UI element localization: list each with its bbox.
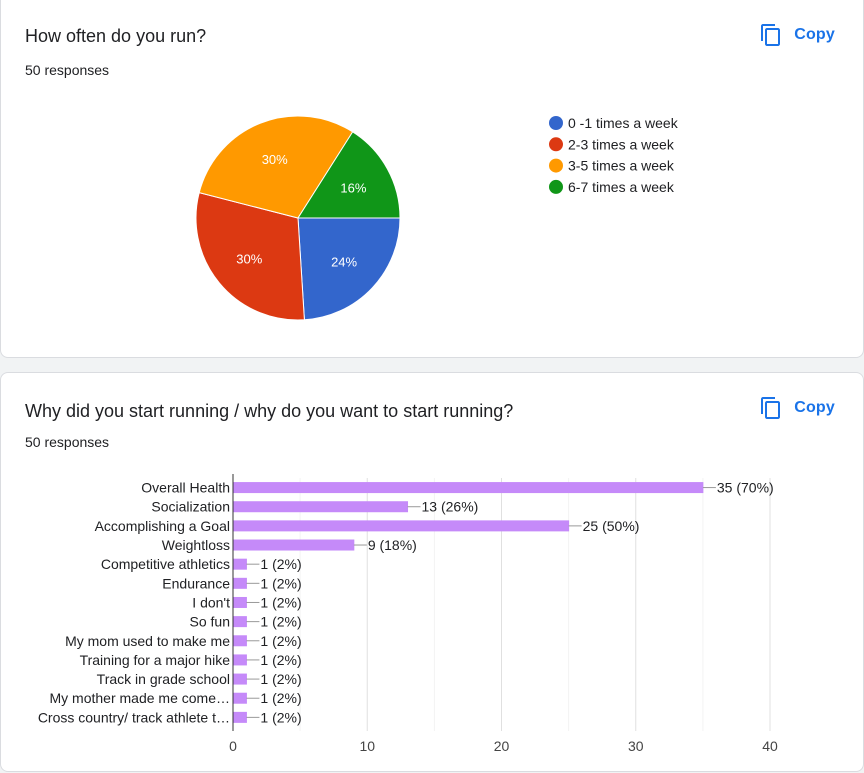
question-card-reasons: Why did you start running / why do you w… [0,372,864,772]
category-label: Endurance [162,575,230,591]
value-label: 1 (2%) [260,556,301,572]
question-card-run-frequency: How often do you run? 50 responses Copy … [0,0,864,358]
x-tick-label: 20 [494,738,510,754]
bar-12 [233,711,247,723]
bar-7 [233,616,247,628]
category-label: Track in grade school [97,671,230,687]
legend-entry: 2-3 times a week [568,136,675,152]
pie-chart: 24% 30% 30% 16% 0 -1 times a week 2-3 times a… [195,115,679,321]
category-label: My mom used to make me [65,633,230,649]
category-label: Competitive athletics [101,556,230,572]
legend-entry: 6-7 times a week [568,179,675,195]
value-label: 35 (70%) [717,480,774,496]
bar-8 [233,635,247,647]
pie-slice-label: 30% [236,251,262,266]
bar-2 [233,520,570,532]
response-count: 50 responses [25,62,110,78]
pie-slice-0 [297,217,401,321]
category-label: I don't [192,594,230,610]
value-label: 1 (2%) [260,671,301,687]
pie-slice-3 [297,131,401,219]
pie-slice-label: 24% [331,254,357,269]
category-label: My mother made me come… [50,690,231,706]
copy-label: Copy [794,26,835,43]
bar-5 [233,577,247,589]
x-tick-label: 0 [229,738,237,754]
bar-chart: 0 10 20 30 40 Overall Health 35 (70%) Socializa… [38,474,778,754]
value-label: 1 (2%) [260,709,301,725]
pie-slice-2 [198,115,354,219]
bar-11 [233,692,247,704]
response-count: 50 responses [25,434,110,450]
question-title: How often do you run? [25,26,207,46]
bar-9 [233,654,247,666]
value-label: 1 (2%) [260,575,301,591]
value-label: 13 (26%) [422,499,479,515]
value-label: 1 (2%) [260,594,301,610]
copy-label: Copy [794,399,835,416]
copy-button[interactable]: Copy [760,23,835,47]
category-label: Socialization [151,499,230,515]
category-label: So fun [190,614,230,630]
pie-slice-label: 16% [340,181,366,196]
category-label: Weightloss [162,537,230,553]
legend-entry: 3-5 times a week [568,158,675,174]
legend-swatch [549,179,563,194]
legend-entry: 0 -1 times a week [568,115,679,131]
value-label: 1 (2%) [260,614,301,630]
category-label: Accomplishing a Goal [95,518,230,534]
category-label: Cross country/ track athlete t… [38,709,230,725]
value-label: 25 (50%) [583,518,640,534]
value-label: 1 (2%) [260,633,301,649]
legend-swatch [549,137,563,152]
copy-icon [761,397,781,419]
x-tick-label: 40 [762,738,778,754]
bar-6 [233,596,247,608]
x-tick-label: 10 [359,738,375,754]
pie-slice-1 [195,192,305,321]
question-title: Why did you start running / why do you w… [25,401,514,421]
bar-3 [233,539,355,551]
bar-0 [233,482,704,494]
x-tick-label: 30 [628,738,644,754]
bar-1 [233,501,409,513]
bar-4 [233,558,247,570]
category-label: Overall Health [141,480,230,496]
pie-slice-label: 30% [262,152,288,167]
bar-10 [233,673,247,685]
value-label: 9 (18%) [368,537,417,553]
category-label: Training for a major hike [80,652,231,668]
copy-button[interactable]: Copy [760,396,835,420]
legend-swatch [549,116,563,130]
legend-swatch [549,158,563,173]
value-label: 1 (2%) [260,690,301,706]
copy-icon [761,24,781,46]
value-label: 1 (2%) [260,652,301,668]
